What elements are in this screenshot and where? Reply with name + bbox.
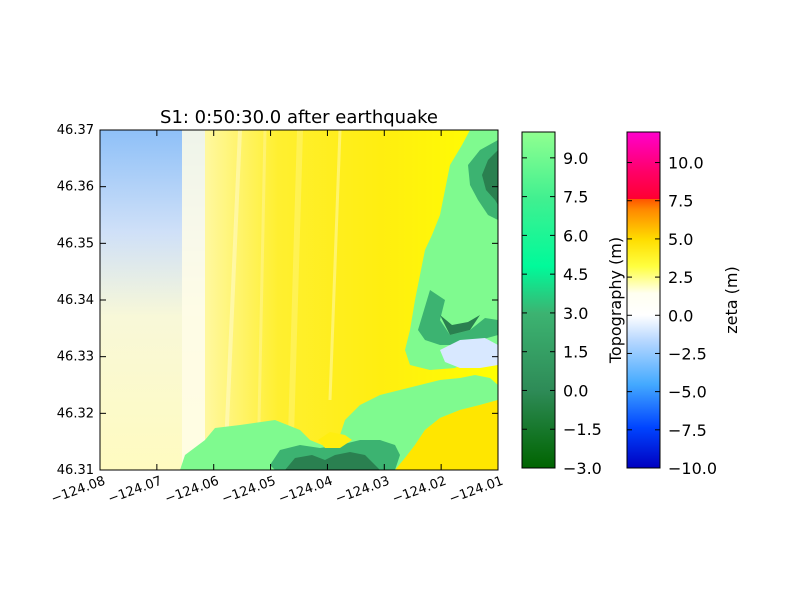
- topography-tick-label: 0.0: [563, 381, 588, 400]
- topography-tick-label: −3.0: [563, 459, 602, 478]
- topography-tick-label: −1.5: [563, 420, 602, 439]
- map-y-tick-label: 46.37: [57, 123, 94, 138]
- map-x-tick-label: −124.03: [334, 474, 392, 507]
- zeta-tick-label: −7.5: [668, 421, 707, 440]
- map-y-tick-label: 46.35: [57, 236, 94, 251]
- topography-tick-label: 9.0: [563, 149, 588, 168]
- map-x-tick-label: −124.07: [106, 474, 164, 507]
- map-x-tick-label: −124.04: [277, 474, 335, 507]
- map-y-tick-label: 46.34: [57, 293, 94, 308]
- ridge-inland: [418, 290, 498, 345]
- zeta-tick-label: 2.5: [668, 268, 693, 287]
- map-x-tick-label: −124.05: [220, 474, 278, 507]
- land-upper-right-dark: [482, 150, 498, 205]
- map-y-axis: 46.31 46.32 46.33 46.34 46.35 46.36 46.37: [57, 123, 498, 478]
- lagoon: [440, 338, 498, 368]
- map-panel: [100, 130, 498, 470]
- topography-tick-label: 7.5: [563, 188, 588, 207]
- ridge-inland-dark: [440, 315, 480, 335]
- zeta-tick-label: 5.0: [668, 230, 693, 249]
- topography-colorbar-label: Topography (m): [606, 237, 625, 364]
- map-y-tick-label: 46.32: [57, 406, 94, 421]
- zeta-tick-label: −5.0: [668, 383, 707, 402]
- map-x-tick-label: −124.08: [49, 474, 107, 507]
- map-title: S1: 0:50:30.0 after earthquake: [160, 107, 438, 128]
- topography-tick-label: 4.5: [563, 265, 588, 284]
- bay-lower-right: [395, 400, 498, 470]
- map-y-tick-label: 46.31: [57, 463, 94, 478]
- map-x-tick-label: −124.01: [447, 474, 505, 507]
- zeta-tick-label: −10.0: [668, 459, 717, 478]
- zeta-tick-label: −2.5: [668, 344, 707, 363]
- topography-tick-label: 1.5: [563, 343, 588, 362]
- land-lower-dark: [285, 452, 380, 470]
- zeta-tick-label: 10.0: [668, 154, 704, 173]
- map-y-tick-label: 46.33: [57, 350, 94, 365]
- zeta-colorbar-ticks: −10.0 −7.5 −5.0 −2.5 0.0 2.5 5.0 7.5 10.0: [627, 154, 717, 478]
- zeta-tick-label: 0.0: [668, 306, 693, 325]
- map-x-tick-label: −124.02: [390, 474, 448, 507]
- land-lower: [180, 375, 498, 470]
- topography-colorbar-ticks: −3.0 −1.5 0.0 1.5 3.0 4.5 6.0 7.5 9.0: [522, 149, 602, 478]
- map-y-tick-label: 46.36: [57, 180, 94, 195]
- topography-colorbar: [521, 131, 556, 469]
- inland-inlet: [318, 432, 352, 448]
- topography-tick-label: 3.0: [563, 304, 588, 323]
- topography-tick-label: 6.0: [563, 226, 588, 245]
- water-streaks: [223, 130, 342, 470]
- zeta-colorbar-label: zeta (m): [722, 266, 741, 333]
- zeta-tick-label: 7.5: [668, 192, 693, 211]
- map-x-tick-label: −124.06: [163, 474, 221, 507]
- zeta-colorbar: [626, 131, 661, 469]
